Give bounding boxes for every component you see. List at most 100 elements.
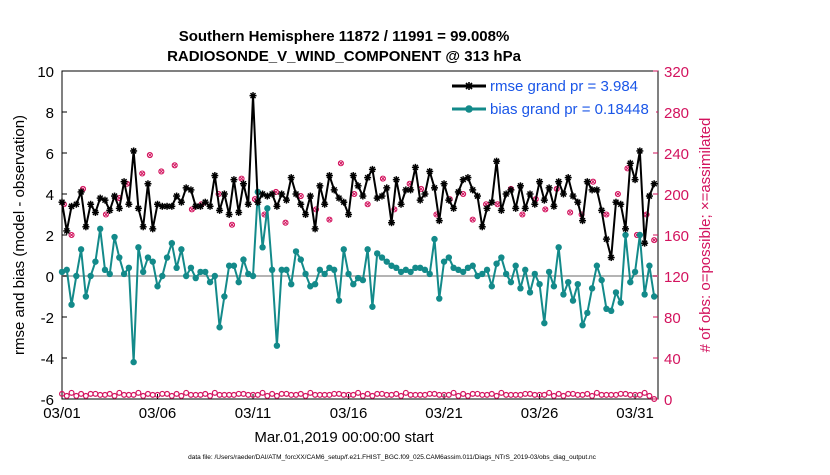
obs-possible-point — [464, 392, 471, 399]
chart-subtitle: RADIOSONDE_V_WIND_COMPONENT @ 313 hPa — [167, 48, 522, 65]
rmse-point — [263, 192, 271, 200]
obs-assimilated-point — [567, 209, 574, 216]
rmse-marker-stroke — [541, 197, 548, 204]
x-tick-label: 03/11 — [235, 405, 271, 422]
rmse-marker-stroke — [144, 180, 151, 187]
rmse-marker-stroke — [355, 182, 362, 189]
rmse-marker-stroke — [622, 225, 629, 232]
bias-point — [560, 291, 567, 298]
obs-possible-point — [340, 391, 347, 398]
bias-point — [230, 262, 238, 269]
bias-point — [154, 283, 161, 290]
rmse-point — [130, 147, 138, 155]
bias-point — [144, 254, 152, 261]
rmse-marker-stroke — [154, 201, 161, 208]
rmse-marker-stroke — [168, 203, 175, 210]
rmse-point — [149, 225, 157, 233]
rmse-marker-stroke — [140, 223, 147, 230]
obs-circle — [567, 209, 574, 216]
rmse-marker-stroke — [316, 182, 323, 189]
rmse-marker-stroke — [173, 193, 180, 200]
bias-point — [197, 268, 204, 276]
rmse-marker-stroke — [92, 209, 99, 216]
rmse-point — [58, 198, 66, 206]
rmse-marker-stroke — [259, 190, 266, 198]
rmse-point — [540, 196, 548, 204]
bias-point — [483, 266, 491, 274]
bias-point — [273, 342, 281, 349]
rmse-point — [206, 202, 214, 210]
rmse-marker-stroke — [159, 203, 166, 210]
rmse-point — [282, 196, 290, 204]
obs-assimilated-point — [614, 190, 621, 198]
rmse-point — [516, 182, 524, 190]
obs-cross — [651, 237, 657, 243]
bias-point — [73, 272, 80, 280]
obs-possible-point — [73, 392, 80, 399]
rmse-point — [345, 211, 353, 218]
rmse-point — [292, 190, 300, 198]
rmse-marker-stroke — [469, 186, 476, 193]
rmse-marker-stroke — [555, 178, 562, 185]
obs-cross — [604, 212, 609, 217]
rmse-marker-stroke — [464, 174, 471, 181]
obs-circle — [614, 190, 621, 198]
bias-point — [636, 231, 644, 239]
rmse-marker-stroke — [455, 188, 462, 195]
rmse-marker-stroke — [278, 190, 285, 198]
bias-point — [335, 297, 343, 304]
bias-point — [498, 254, 505, 261]
obs-cross — [590, 179, 596, 185]
legend-bias-label: bias grand pr = 0.18448 — [490, 101, 649, 118]
bias-point — [378, 254, 386, 261]
rmse-marker-stroke — [216, 207, 223, 214]
rmse-point — [612, 198, 620, 206]
rmse-point — [139, 223, 147, 231]
rmse-marker-stroke — [579, 217, 586, 224]
legend-box — [446, 74, 656, 120]
rmse-point — [168, 202, 176, 210]
bias-point — [450, 264, 457, 271]
obs-circle — [519, 211, 526, 218]
rmse-marker-stroke — [207, 203, 214, 210]
rmse-marker-stroke — [488, 199, 495, 206]
bias-point — [221, 293, 228, 300]
obs-possible-point — [168, 392, 175, 399]
obs-possible-point — [259, 389, 266, 396]
rmse-marker-stroke — [235, 209, 242, 216]
bias-point — [479, 270, 486, 278]
bias-point — [469, 262, 476, 269]
rmse-marker-stroke — [632, 176, 639, 183]
rmse-marker-stroke — [78, 188, 85, 195]
bias-point — [364, 246, 371, 253]
rmse-point — [464, 174, 472, 182]
obs-possible-point — [230, 391, 237, 398]
bias-point — [163, 254, 171, 261]
bias-point — [603, 305, 610, 312]
rmse-marker-stroke — [192, 203, 199, 210]
rmse-marker-stroke — [240, 180, 247, 187]
bias-point — [488, 283, 496, 290]
legend: rmse grand pr = 3.984 bias grand pr = 0.… — [446, 74, 656, 120]
obs-cross — [365, 201, 370, 207]
rmse-point — [473, 192, 481, 200]
obs-possible-point — [546, 389, 553, 396]
rmse-marker-stroke — [226, 211, 233, 218]
rmse-point — [607, 254, 615, 262]
rmse-marker-stroke — [417, 197, 424, 204]
obs-possible-point — [216, 391, 223, 398]
bias-point — [225, 262, 233, 269]
obs-possible-point — [335, 390, 342, 397]
rmse-marker-stroke — [331, 186, 338, 193]
rmse-point — [82, 223, 90, 231]
bias-point — [598, 276, 605, 284]
rmse-point — [426, 167, 434, 175]
obs-assimilated-point — [102, 211, 109, 218]
rmse-point — [335, 194, 343, 202]
rmse-marker-stroke — [221, 190, 228, 198]
obs-possible-point — [312, 391, 319, 398]
bias-point — [588, 285, 596, 292]
obs-possible-point — [68, 389, 75, 396]
rmse-marker-stroke — [493, 158, 500, 165]
obs-circle — [469, 216, 476, 223]
